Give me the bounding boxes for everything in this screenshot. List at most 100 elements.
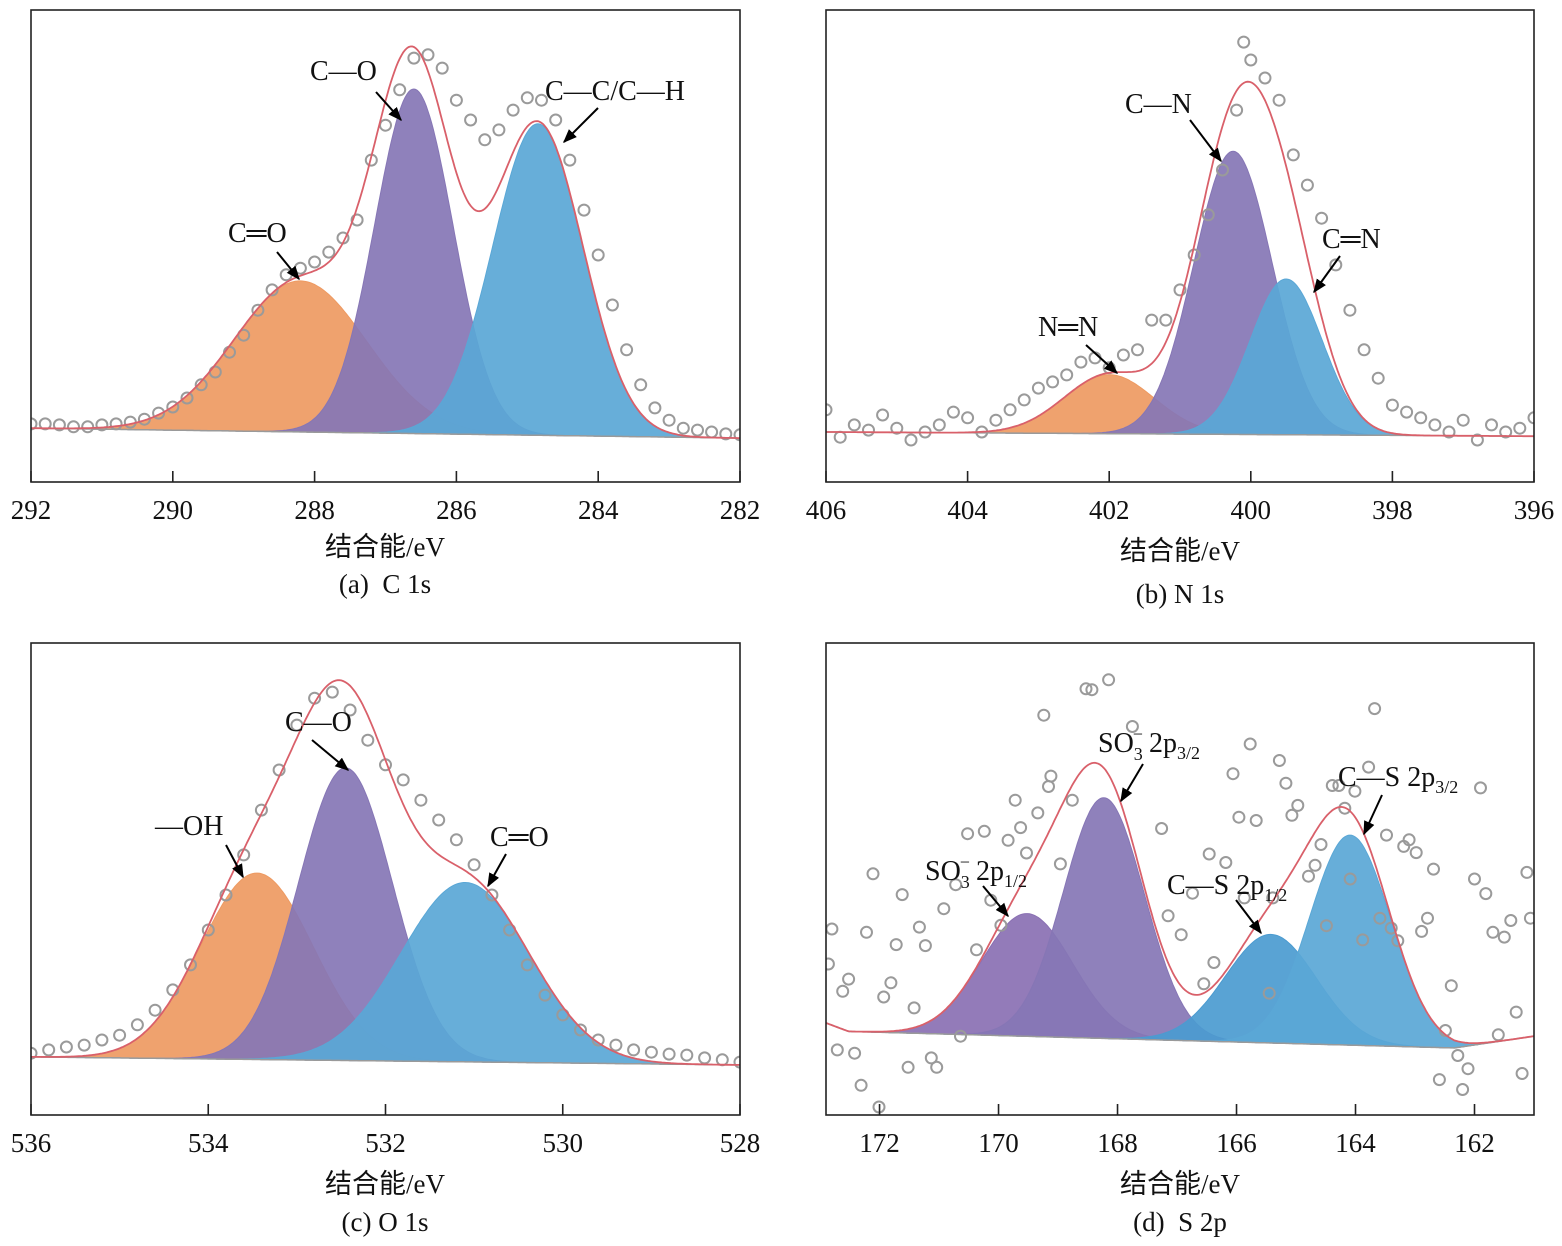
data-point <box>1432 1073 1446 1087</box>
data-point <box>1385 398 1399 412</box>
data-point <box>59 1040 73 1054</box>
data-point <box>95 418 109 432</box>
plot-area <box>826 35 1534 447</box>
data-point <box>860 925 873 939</box>
data-point <box>130 1018 144 1032</box>
x-axis-title-a: 结合能/eV <box>325 532 445 562</box>
data-point <box>361 733 375 747</box>
data-point <box>1079 682 1093 696</box>
data-point <box>1300 178 1314 192</box>
data-point <box>1226 767 1240 781</box>
baseline <box>31 1056 740 1066</box>
data-point <box>889 938 903 952</box>
data-point <box>1145 313 1159 327</box>
plot-frame <box>825 9 1535 483</box>
fit-envelope <box>826 761 1534 1044</box>
data-point <box>862 423 875 437</box>
caption-d: (d) S 2p <box>1133 1207 1227 1237</box>
x-tick-label: 290 <box>153 495 194 525</box>
data-point <box>1428 418 1442 432</box>
data-point <box>421 48 435 62</box>
x-tick-label: 166 <box>1216 1128 1257 1158</box>
data-point <box>648 401 662 415</box>
data-point <box>1186 886 1199 900</box>
data-point <box>1343 872 1357 886</box>
data-point <box>1362 760 1376 774</box>
data-point <box>42 1043 56 1057</box>
baseline <box>826 1022 1534 1049</box>
data-point <box>591 1033 605 1047</box>
data-point <box>1451 1049 1465 1062</box>
data-point <box>1456 1083 1470 1096</box>
data-point <box>1444 979 1458 993</box>
peak-label-so3-2p32: SO3− 2p3/2 <box>1098 724 1200 764</box>
data-point <box>719 427 733 441</box>
data-point <box>478 133 492 147</box>
data-point <box>1020 846 1033 860</box>
data-point <box>549 113 563 127</box>
data-point <box>1504 914 1518 927</box>
data-point <box>166 400 180 414</box>
data-point <box>1216 163 1229 177</box>
data-point <box>38 417 52 431</box>
data-point <box>520 958 534 972</box>
arrow-icon <box>1363 794 1383 836</box>
data-point <box>1527 411 1534 425</box>
data-point <box>1008 793 1022 807</box>
peak-label-c-o: C—O <box>310 56 377 87</box>
arrow-icon <box>1189 119 1222 163</box>
data-point <box>1001 833 1015 847</box>
data-point <box>81 420 95 434</box>
data-point <box>1470 433 1484 447</box>
data-point <box>1286 148 1300 162</box>
data-point <box>1042 780 1055 793</box>
data-point <box>1373 911 1387 925</box>
data-point <box>1357 343 1371 357</box>
data-point <box>733 428 740 442</box>
data-point <box>884 976 898 990</box>
x-tick-label: 536 <box>11 1128 52 1158</box>
data-point <box>605 298 619 312</box>
data-point <box>31 417 38 431</box>
peak-label-cs-2p12: C—S 2p1/2 <box>1167 870 1287 905</box>
fit-envelope <box>826 80 1534 438</box>
peak-label-c-o: C—O <box>285 707 352 738</box>
data-point <box>901 1060 915 1074</box>
data-point <box>680 1048 694 1062</box>
data-point <box>432 813 446 827</box>
data-point <box>308 255 322 269</box>
data-point <box>180 391 194 405</box>
plot-area <box>826 673 1534 1114</box>
data-point <box>1513 421 1527 435</box>
peak-label-n-double-n: N═N <box>1038 312 1098 343</box>
data-point <box>698 1051 712 1065</box>
data-point <box>854 1078 868 1092</box>
data-point <box>325 685 339 699</box>
data-point <box>492 123 506 137</box>
data-point <box>322 245 336 259</box>
data-point <box>1046 375 1060 389</box>
data-point <box>1491 1028 1505 1042</box>
plot-frame <box>825 642 1535 1116</box>
data-point <box>1003 403 1017 417</box>
data-point <box>895 888 909 902</box>
data-point <box>1509 1005 1523 1019</box>
data-point <box>1085 683 1099 697</box>
data-point <box>184 958 197 972</box>
peak-label-c-n: C—N <box>1125 89 1192 120</box>
data-point <box>876 408 890 422</box>
data-point <box>350 213 364 227</box>
peak-label-oh: —OH <box>154 811 223 842</box>
data-point <box>1391 934 1405 948</box>
panel-s2p: 172 170 168 166 164 162 <box>825 642 1535 1158</box>
data-point <box>1237 891 1251 905</box>
arrow-icon <box>311 739 350 771</box>
data-point <box>393 83 407 97</box>
data-point <box>961 827 975 841</box>
data-point <box>1262 986 1276 1000</box>
data-point <box>1159 313 1173 327</box>
x-tick-label: 168 <box>1097 1128 1138 1158</box>
data-point <box>826 957 835 971</box>
x-tick-label: 530 <box>543 1128 584 1158</box>
arrow-icon <box>276 251 300 281</box>
